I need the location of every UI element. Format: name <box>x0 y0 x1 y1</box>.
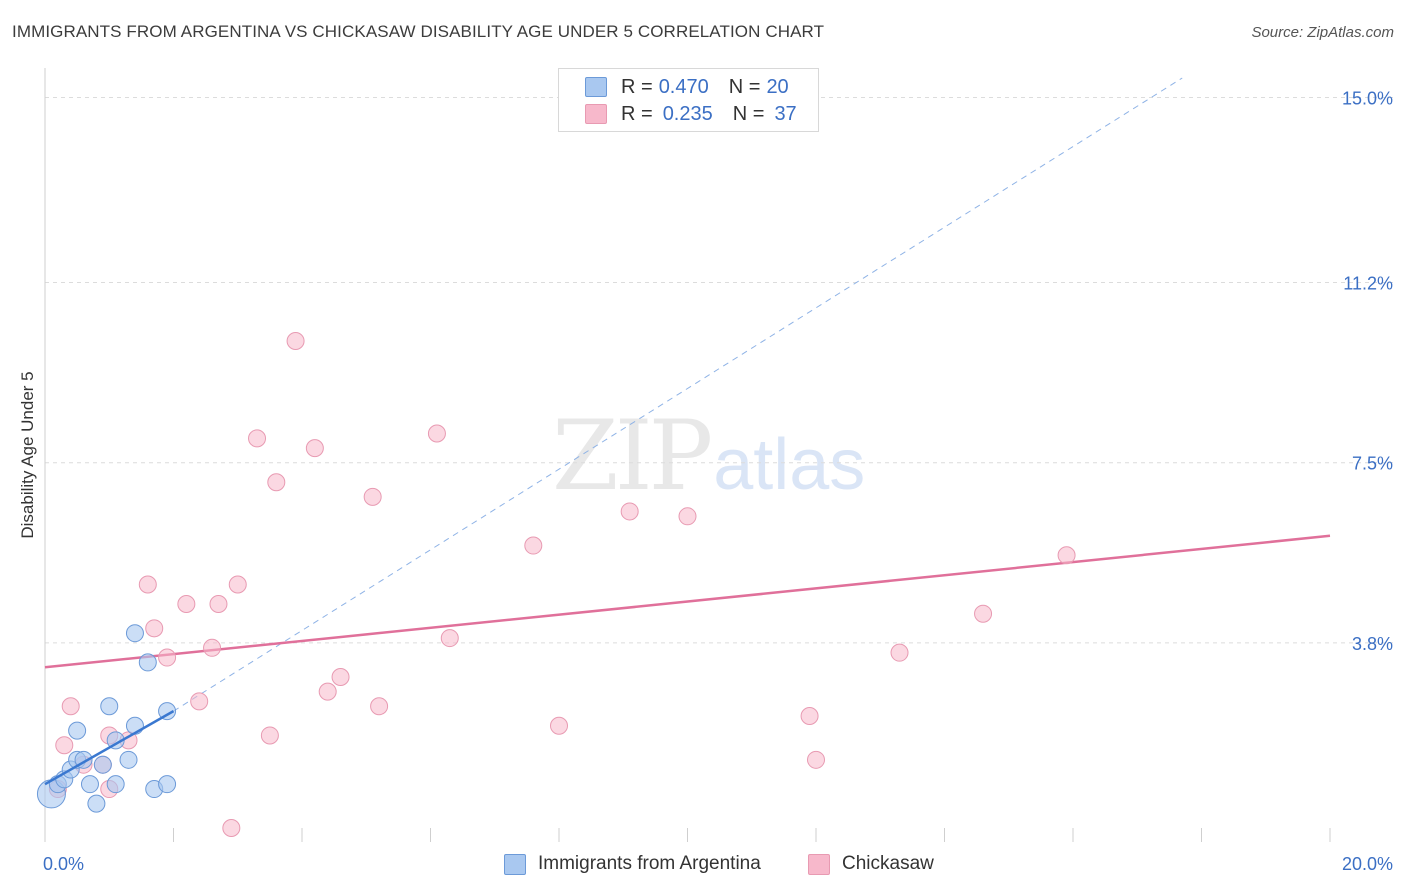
legend-n-label: N = <box>728 75 761 98</box>
bottom-legend-swatch-argentina <box>504 853 526 875</box>
chickasaw-point <box>158 648 177 667</box>
chickasaw-point <box>370 697 389 716</box>
legend-row-argentina: R = 0.470 N = 20 <box>585 76 789 98</box>
chickasaw-point <box>800 706 819 725</box>
argentina-point <box>158 702 177 721</box>
bottom-legend-argentina: Immigrants from Argentina <box>504 852 761 876</box>
bottom-legend-label-argentina: Immigrants from Argentina <box>538 853 761 874</box>
legend-r-label: R = <box>621 75 653 98</box>
y-tick-label: 3.8% <box>1352 634 1393 654</box>
chart-title: IMMIGRANTS FROM ARGENTINA VS CHICKASAW D… <box>12 22 825 41</box>
chickasaw-point <box>203 638 222 657</box>
chickasaw-point <box>427 424 446 443</box>
chickasaw-point <box>209 594 228 613</box>
chickasaw-point <box>363 487 382 506</box>
source-label: Source: ZipAtlas.com <box>1251 24 1394 41</box>
chickasaw-point <box>890 643 909 662</box>
argentina-point <box>106 775 125 794</box>
watermark-atlas: atlas <box>713 425 866 505</box>
argentina-trend-line <box>44 710 175 786</box>
argentina-point <box>100 697 119 716</box>
chickasaw-trend-line <box>44 534 1331 669</box>
chickasaw-point <box>260 726 279 745</box>
argentina-point <box>119 750 138 769</box>
y-tick-label: 7.5% <box>1352 454 1393 474</box>
y-tick-label: 15.0% <box>1342 88 1393 108</box>
chickasaw-point <box>267 473 286 492</box>
argentina-point <box>87 794 106 813</box>
argentina-point <box>138 653 157 672</box>
chickasaw-point <box>1057 546 1076 565</box>
watermark-zip: ZIP <box>552 400 713 512</box>
chickasaw-point <box>177 594 196 613</box>
legend-swatch-argentina <box>585 77 607 97</box>
argentina-point <box>80 775 99 794</box>
argentina-point <box>158 775 177 794</box>
chickasaw-point <box>620 502 639 521</box>
bottom-legend-chickasaw: Chickasaw <box>808 852 934 876</box>
chickasaw-point <box>807 750 825 769</box>
chickasaw-point <box>248 429 267 448</box>
watermark: ZIPatlas <box>552 400 865 512</box>
argentina-point <box>93 755 112 774</box>
chickasaw-point <box>228 575 247 594</box>
argentina-point <box>68 721 87 740</box>
legend-swatch-chickasaw <box>585 104 607 124</box>
chickasaw-point <box>222 819 241 837</box>
chickasaw-point <box>305 439 324 458</box>
chickasaw-point <box>318 682 337 701</box>
x-tick-label: 20.0% <box>1342 854 1393 874</box>
chickasaw-point <box>550 716 568 735</box>
chickasaw-point <box>331 668 350 687</box>
chickasaw-point <box>440 629 459 648</box>
legend-n-label: N = <box>732 102 765 125</box>
bottom-legend-label-chickasaw: Chickasaw <box>842 853 934 874</box>
legend-r-value: 0.470 <box>658 75 709 98</box>
argentina-trend-extension <box>173 77 1183 712</box>
legend-row-chickasaw: R = 0.235 N = 37 <box>585 103 797 125</box>
chickasaw-point <box>524 536 543 555</box>
chickasaw-point <box>974 604 993 623</box>
chickasaw-point <box>145 619 164 638</box>
chickasaw-point <box>678 507 697 526</box>
x-tick-label: 0.0% <box>43 854 84 874</box>
argentina-point <box>125 624 144 643</box>
legend-r-label: R = <box>621 102 653 125</box>
chickasaw-point <box>138 575 157 594</box>
bottom-legend-swatch-chickasaw <box>808 853 830 875</box>
legend-r-value: 0.235 <box>662 102 713 125</box>
chickasaw-point <box>55 736 74 755</box>
chickasaw-point <box>61 697 80 716</box>
chickasaw-point <box>190 692 209 711</box>
legend-n-value: 20 <box>766 75 789 98</box>
stats-legend: R = 0.470 N = 20 R = 0.235 N = 37 <box>558 68 819 132</box>
y-tick-label: 11.2% <box>1343 274 1393 294</box>
legend-n-value: 37 <box>774 102 797 125</box>
chickasaw-point <box>286 331 305 350</box>
